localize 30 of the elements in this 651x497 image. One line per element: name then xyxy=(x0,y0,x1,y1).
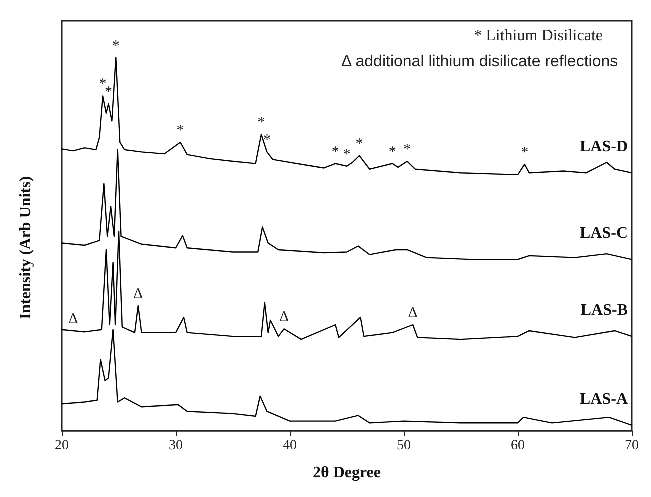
x-tick-label: 40 xyxy=(283,438,297,454)
annotation: * xyxy=(112,38,120,54)
annotation: * xyxy=(176,122,184,139)
annotation: * xyxy=(404,142,412,158)
annotation: Δ xyxy=(68,311,79,328)
series-label: LAS-B xyxy=(580,302,628,320)
annotation: * xyxy=(99,76,107,93)
annotation: Δ xyxy=(279,310,290,326)
annotation: * xyxy=(104,84,112,101)
series-label: LAS-C xyxy=(580,225,628,242)
x-axis-title: 2θ Degree xyxy=(312,464,382,482)
annotation: * xyxy=(388,144,396,160)
x-tick-label: 20 xyxy=(55,438,69,454)
annotation: Δ xyxy=(134,286,144,302)
x-tick-label: 30 xyxy=(169,438,183,454)
text: * Lithium Disilicate xyxy=(474,28,604,44)
y-axis-title: Intensity (Arb Units) xyxy=(18,176,34,320)
series-label: LAS-A xyxy=(580,390,628,408)
annotation: * xyxy=(521,145,529,162)
annotation: * xyxy=(332,144,340,160)
annotation: Δ additional lithium disilicate reflections xyxy=(342,54,618,70)
series-label: LAS-D xyxy=(580,138,628,156)
annotation: Δ xyxy=(408,306,418,322)
annotation: * xyxy=(356,136,364,152)
x-tick-label: 60 xyxy=(511,438,525,454)
annotation: * xyxy=(263,132,271,149)
x-tick-label: 50 xyxy=(397,438,411,454)
x-tick-label: 70 xyxy=(625,438,639,454)
annotation: * xyxy=(343,146,351,163)
annotation: * xyxy=(258,115,266,132)
